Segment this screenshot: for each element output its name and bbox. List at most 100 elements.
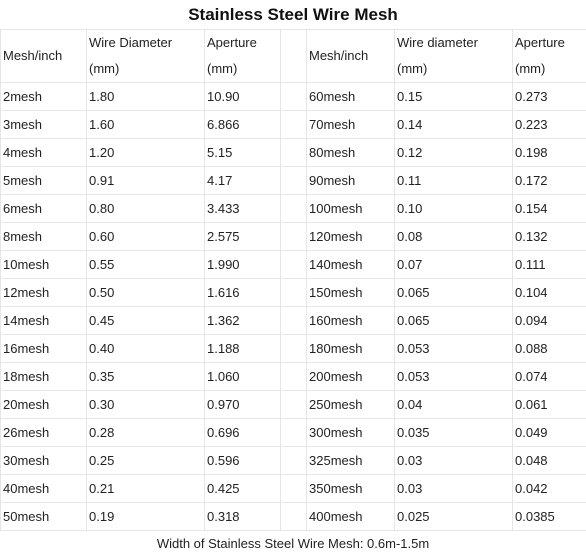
left-aperture-cell: 10.90 <box>204 82 281 111</box>
left-aperture-cell: 1.616 <box>204 278 281 307</box>
left-wire-diameter-cell: 1.60 <box>86 110 205 139</box>
left-wire-diameter-cell: 0.80 <box>86 194 205 223</box>
header-right-wire-diameter: Wire diameter (mm) <box>394 29 513 83</box>
left-wire-diameter-cell: 0.19 <box>86 502 205 531</box>
header-left-wire-line2: (mm) <box>89 61 120 76</box>
header-left-wire-diameter: Wire Diameter (mm) <box>86 29 205 83</box>
table-row: 3mesh 1.60 6.866 70mesh 0.14 0.223 <box>0 110 586 139</box>
left-mesh-cell: 4mesh <box>0 138 87 167</box>
mesh-width-note: Width of Stainless Steel Wire Mesh: 0.6m… <box>156 536 430 551</box>
left-mesh-cell: 50mesh <box>0 502 87 531</box>
table-row: 8mesh 0.60 2.575 120mesh 0.08 0.132 <box>0 222 586 251</box>
wire-mesh-table: Mesh/inch Wire Diameter (mm) Aperture (mm)… <box>0 29 586 531</box>
right-aperture-cell: 0.094 <box>512 306 586 335</box>
table-row: 26mesh 0.28 0.696 300mesh 0.035 0.049 <box>0 418 586 447</box>
table-row: 4mesh 1.20 5.15 80mesh 0.12 0.198 <box>0 138 586 167</box>
right-wire-diameter-cell: 0.08 <box>394 222 513 251</box>
left-mesh-cell: 18mesh <box>0 362 87 391</box>
left-aperture-cell: 0.970 <box>204 390 281 419</box>
left-aperture-cell: 0.318 <box>204 502 281 531</box>
left-wire-diameter-cell: 0.91 <box>86 166 205 195</box>
right-wire-diameter-cell: 0.03 <box>394 446 513 475</box>
right-wire-diameter-cell: 0.04 <box>394 390 513 419</box>
right-aperture-cell: 0.198 <box>512 138 586 167</box>
right-wire-diameter-cell: 0.065 <box>394 278 513 307</box>
header-right-wire-line1: Wire diameter <box>397 35 478 50</box>
left-mesh-cell: 16mesh <box>0 334 87 363</box>
right-mesh-cell: 60mesh <box>306 82 395 111</box>
left-aperture-cell: 4.17 <box>204 166 281 195</box>
right-mesh-cell: 80mesh <box>306 138 395 167</box>
left-aperture-cell: 3.433 <box>204 194 281 223</box>
right-aperture-cell: 0.111 <box>512 250 586 279</box>
header-left-wire-line1: Wire Diameter <box>89 35 173 50</box>
table-row: 50mesh 0.19 0.318 400mesh 0.025 0.0385 <box>0 502 586 531</box>
left-mesh-cell: 40mesh <box>0 474 87 503</box>
left-aperture-cell: 6.866 <box>204 110 281 139</box>
left-aperture-cell: 2.575 <box>204 222 281 251</box>
left-aperture-cell: 0.425 <box>204 474 281 503</box>
table-row: 18mesh 0.35 1.060 200mesh 0.053 0.074 <box>0 362 586 391</box>
right-aperture-cell: 0.273 <box>512 82 586 111</box>
right-aperture-cell: 0.061 <box>512 390 586 419</box>
right-aperture-cell: 0.042 <box>512 474 586 503</box>
table-row: 14mesh 0.45 1.362 160mesh 0.065 0.094 <box>0 306 586 335</box>
table-row: 20mesh 0.30 0.970 250mesh 0.04 0.061 <box>0 390 586 419</box>
left-mesh-cell: 8mesh <box>0 222 87 251</box>
gap-cell <box>280 334 307 363</box>
right-aperture-cell: 0.0385 <box>512 502 586 531</box>
right-wire-diameter-cell: 0.053 <box>394 334 513 363</box>
left-wire-diameter-cell: 0.30 <box>86 390 205 419</box>
table-row: 2mesh 1.80 10.90 60mesh 0.15 0.273 <box>0 82 586 111</box>
right-mesh-cell: 180mesh <box>306 334 395 363</box>
header-left-aperture: Aperture (mm) <box>204 29 281 83</box>
right-aperture-cell: 0.172 <box>512 166 586 195</box>
page-title: Stainless Steel Wire Mesh <box>188 5 398 24</box>
left-wire-diameter-cell: 1.20 <box>86 138 205 167</box>
left-aperture-cell: 1.188 <box>204 334 281 363</box>
right-wire-diameter-cell: 0.14 <box>394 110 513 139</box>
header-left-mesh: Mesh/inch <box>0 29 87 83</box>
right-wire-diameter-cell: 0.03 <box>394 474 513 503</box>
left-aperture-cell: 0.696 <box>204 418 281 447</box>
left-wire-diameter-cell: 0.28 <box>86 418 205 447</box>
right-wire-diameter-cell: 0.053 <box>394 362 513 391</box>
right-wire-diameter-cell: 0.035 <box>394 418 513 447</box>
header-right-aperture: Aperture (mm) <box>512 29 586 83</box>
header-right-wire-line2: (mm) <box>397 61 428 76</box>
gap-cell <box>280 390 307 419</box>
gap-cell <box>280 166 307 195</box>
left-wire-diameter-cell: 0.21 <box>86 474 205 503</box>
right-aperture-cell: 0.223 <box>512 110 586 139</box>
left-mesh-cell: 3mesh <box>0 110 87 139</box>
right-mesh-cell: 325mesh <box>306 446 395 475</box>
header-right-aperture-line1: Aperture <box>515 35 565 50</box>
left-aperture-cell: 1.362 <box>204 306 281 335</box>
left-wire-diameter-cell: 0.55 <box>86 250 205 279</box>
right-wire-diameter-cell: 0.065 <box>394 306 513 335</box>
header-left-aperture-line1: Aperture <box>207 35 257 50</box>
right-mesh-cell: 160mesh <box>306 306 395 335</box>
left-mesh-cell: 6mesh <box>0 194 87 223</box>
header-gap-cell <box>280 29 307 83</box>
right-mesh-cell: 250mesh <box>306 390 395 419</box>
gap-cell <box>280 502 307 531</box>
right-mesh-cell: 200mesh <box>306 362 395 391</box>
table-row: 10mesh 0.55 1.990 140mesh 0.07 0.111 <box>0 250 586 279</box>
left-mesh-cell: 12mesh <box>0 278 87 307</box>
right-mesh-cell: 400mesh <box>306 502 395 531</box>
left-mesh-cell: 30mesh <box>0 446 87 475</box>
right-aperture-cell: 0.074 <box>512 362 586 391</box>
left-wire-diameter-cell: 0.50 <box>86 278 205 307</box>
right-mesh-cell: 150mesh <box>306 278 395 307</box>
left-mesh-cell: 5mesh <box>0 166 87 195</box>
gap-cell <box>280 222 307 251</box>
left-aperture-cell: 5.15 <box>204 138 281 167</box>
right-aperture-cell: 0.104 <box>512 278 586 307</box>
left-wire-diameter-cell: 0.25 <box>86 446 205 475</box>
gap-cell <box>280 474 307 503</box>
right-wire-diameter-cell: 0.10 <box>394 194 513 223</box>
gap-cell <box>280 446 307 475</box>
left-aperture-cell: 0.596 <box>204 446 281 475</box>
right-aperture-cell: 0.088 <box>512 334 586 363</box>
